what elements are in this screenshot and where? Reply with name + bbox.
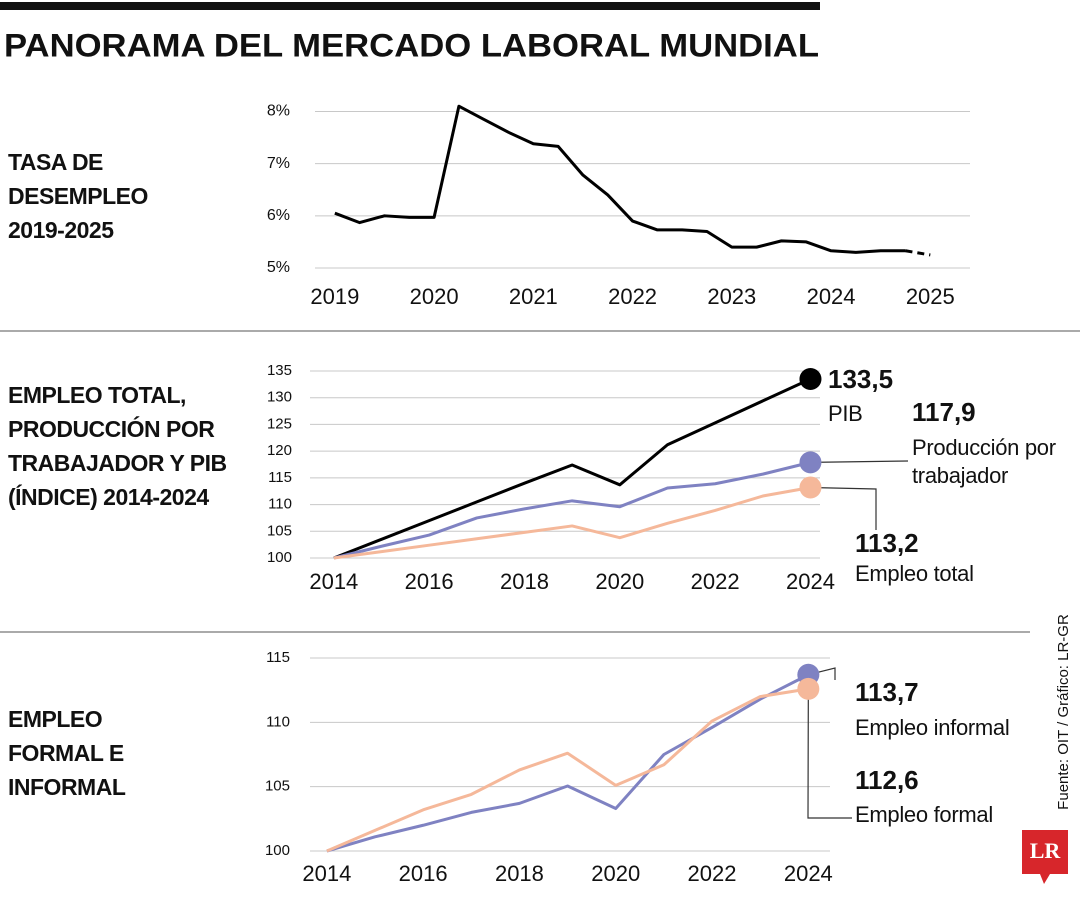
x-tick-label: 2014	[309, 569, 358, 594]
page-title: PANORAMA DEL MERCADO LABORAL MUNDIAL	[4, 27, 819, 63]
x-tick-label: 2018	[495, 861, 544, 886]
end-marker	[799, 451, 822, 474]
y-tick-label: 135	[267, 362, 292, 379]
y-tick-label: 105	[265, 778, 290, 795]
x-tick-label: 2020	[410, 284, 459, 309]
series-name-label: PIB	[828, 401, 863, 426]
series-line	[333, 377, 812, 560]
y-tick-label: 110	[268, 496, 292, 513]
leader-line	[810, 460, 909, 463]
logo-box	[1022, 830, 1068, 874]
value-label: 133,5	[828, 364, 893, 394]
end-marker	[799, 368, 822, 391]
x-tick-label: 2024	[784, 861, 833, 886]
value-label: 113,2	[855, 528, 919, 558]
series-name-label: Producción por trabajador	[912, 435, 1056, 488]
x-tick-label: 2016	[405, 569, 454, 594]
x-tick-label: 2023	[707, 284, 756, 309]
x-tick-label: 2022	[688, 861, 737, 886]
series-line	[333, 460, 811, 560]
y-tick-label: 125	[267, 415, 292, 432]
series-line	[905, 249, 931, 257]
series-line	[326, 687, 809, 853]
y-tick-label: 100	[265, 842, 290, 859]
x-tick-label: 2024	[807, 284, 856, 309]
x-tick-label: 2025	[906, 284, 955, 309]
section-title: EMPLEO FORMAL E INFORMAL	[8, 706, 126, 800]
y-tick-label: 7%	[267, 155, 290, 172]
end-marker	[799, 476, 822, 499]
logo-text: LR	[1030, 838, 1062, 863]
y-tick-label: 5%	[267, 259, 290, 276]
series-line	[334, 104, 906, 254]
source-note: Fuente: OIT / Gráfico: LR-GR	[1055, 614, 1072, 810]
x-tick-label: 2019	[310, 284, 359, 309]
y-tick-label: 110	[266, 713, 290, 730]
x-tick-label: 2022	[608, 284, 657, 309]
x-tick-label: 2021	[509, 284, 558, 309]
series-name-label: Empleo informal	[855, 715, 1010, 740]
value-label: 113,7	[855, 677, 919, 707]
series-line	[326, 673, 810, 853]
series-line	[333, 485, 811, 560]
x-tick-label: 2024	[786, 569, 835, 594]
end-marker	[797, 677, 820, 700]
top-bar	[0, 2, 820, 10]
x-tick-label: 2020	[591, 861, 640, 886]
y-tick-label: 120	[267, 442, 292, 459]
y-tick-label: 100	[267, 549, 292, 566]
x-tick-label: 2022	[691, 569, 740, 594]
series-name-label: Empleo formal	[855, 802, 993, 827]
y-tick-label: 115	[266, 649, 290, 666]
section-title: EMPLEO TOTAL, PRODUCCIÓN POR TRABAJADOR …	[8, 382, 227, 510]
y-tick-label: 105	[267, 522, 292, 539]
x-tick-label: 2020	[595, 569, 644, 594]
y-tick-label: 8%	[267, 103, 290, 120]
value-label: 117,9	[912, 397, 976, 427]
x-tick-label: 2016	[399, 861, 448, 886]
leader-line	[810, 486, 877, 530]
leader-line	[807, 688, 852, 819]
section-title: TASA DE DESEMPLEO 2019-2025	[8, 149, 148, 243]
logo-tail	[1040, 874, 1050, 884]
value-label: 112,6	[855, 765, 919, 795]
y-tick-label: 6%	[267, 207, 290, 224]
y-tick-label: 115	[268, 469, 292, 486]
y-tick-label: 130	[267, 389, 292, 406]
x-tick-label: 2014	[302, 861, 351, 886]
series-name-label: Empleo total	[855, 561, 974, 586]
x-tick-label: 2018	[500, 569, 549, 594]
